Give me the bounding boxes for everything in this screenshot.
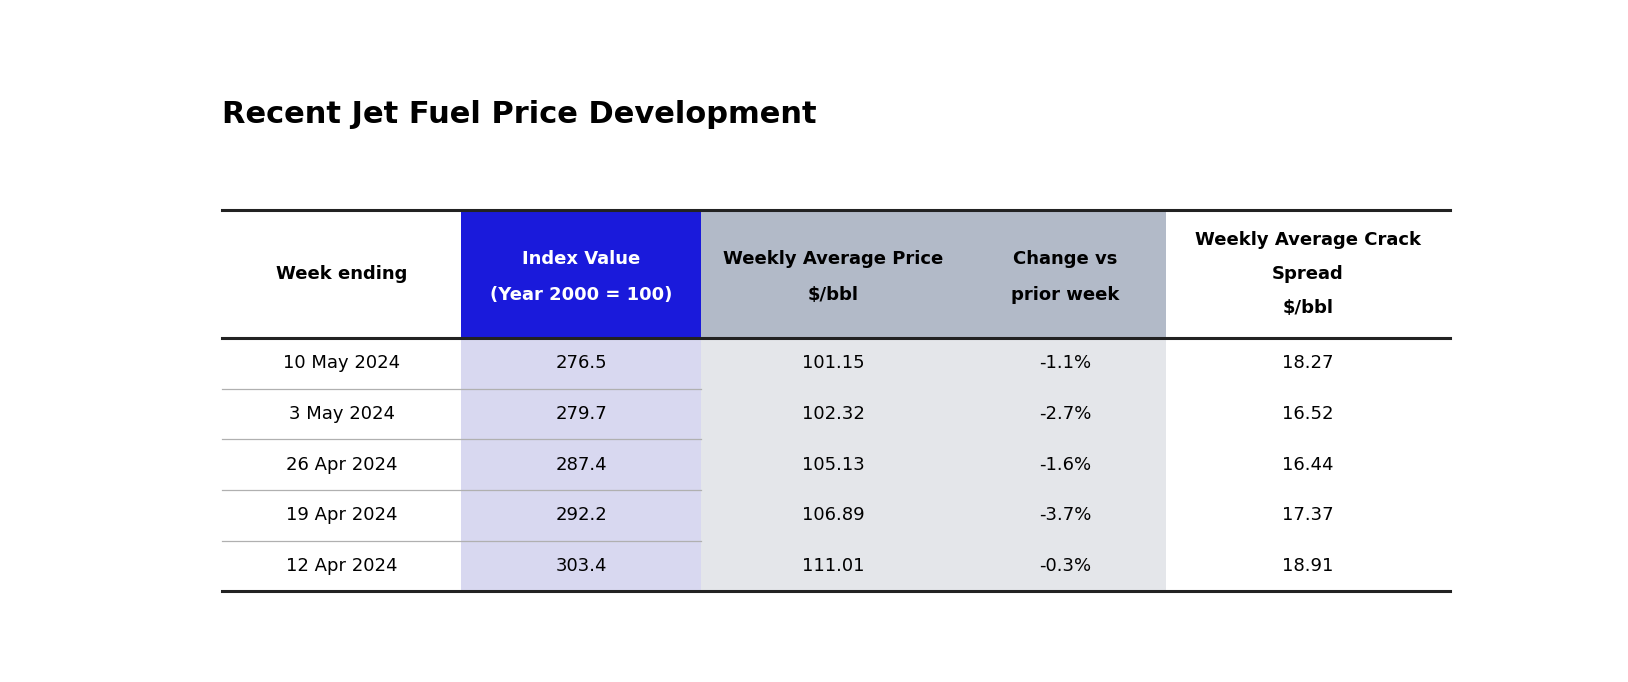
Text: 105.13: 105.13 <box>801 456 864 473</box>
Text: 292.2: 292.2 <box>555 506 607 524</box>
Text: 3 May 2024: 3 May 2024 <box>288 405 396 423</box>
Text: 26 Apr 2024: 26 Apr 2024 <box>287 456 397 473</box>
Text: 279.7: 279.7 <box>555 405 607 423</box>
Text: Index Value: Index Value <box>523 250 640 267</box>
Text: 12 Apr 2024: 12 Apr 2024 <box>287 557 397 575</box>
Text: 102.32: 102.32 <box>801 405 864 423</box>
Text: -1.1%: -1.1% <box>1040 355 1092 372</box>
Text: Weekly Average Crack: Weekly Average Crack <box>1195 231 1421 249</box>
Bar <box>965 439 1166 490</box>
Bar <box>965 338 1166 389</box>
Bar <box>461 389 700 439</box>
Text: Week ending: Week ending <box>277 265 407 283</box>
Bar <box>461 541 700 591</box>
Text: 19 Apr 2024: 19 Apr 2024 <box>287 506 397 524</box>
Text: Change vs: Change vs <box>1013 250 1118 267</box>
Bar <box>461 439 700 490</box>
Bar <box>965 541 1166 591</box>
Bar <box>700 338 965 389</box>
Text: 18.27: 18.27 <box>1283 355 1333 372</box>
Text: 106.89: 106.89 <box>801 506 864 524</box>
Text: 287.4: 287.4 <box>555 456 607 473</box>
Text: 111.01: 111.01 <box>801 557 864 575</box>
Bar <box>700 490 965 541</box>
Bar <box>461 338 700 389</box>
Text: 16.44: 16.44 <box>1283 456 1333 473</box>
Text: 10 May 2024: 10 May 2024 <box>283 355 400 372</box>
Text: $/bbl: $/bbl <box>1283 299 1333 317</box>
Bar <box>965 490 1166 541</box>
Text: -1.6%: -1.6% <box>1040 456 1092 473</box>
Text: -0.3%: -0.3% <box>1040 557 1092 575</box>
Text: (Year 2000 = 100): (Year 2000 = 100) <box>490 286 672 304</box>
Bar <box>461 490 700 541</box>
Text: 18.91: 18.91 <box>1283 557 1333 575</box>
Text: -2.7%: -2.7% <box>1039 405 1092 423</box>
Bar <box>965 389 1166 439</box>
Text: Weekly Average Price: Weekly Average Price <box>723 250 943 267</box>
Text: 276.5: 276.5 <box>555 355 607 372</box>
Text: prior week: prior week <box>1011 286 1120 304</box>
Text: -3.7%: -3.7% <box>1039 506 1092 524</box>
Text: 16.52: 16.52 <box>1283 405 1333 423</box>
Bar <box>700 439 965 490</box>
Bar <box>700 541 965 591</box>
Text: 17.37: 17.37 <box>1283 506 1333 524</box>
Text: $/bbl: $/bbl <box>807 286 858 304</box>
Text: Recent Jet Fuel Price Development: Recent Jet Fuel Price Development <box>223 100 817 129</box>
Bar <box>700 389 965 439</box>
Text: 101.15: 101.15 <box>801 355 864 372</box>
Text: 303.4: 303.4 <box>555 557 607 575</box>
Text: Spread: Spread <box>1271 265 1343 283</box>
